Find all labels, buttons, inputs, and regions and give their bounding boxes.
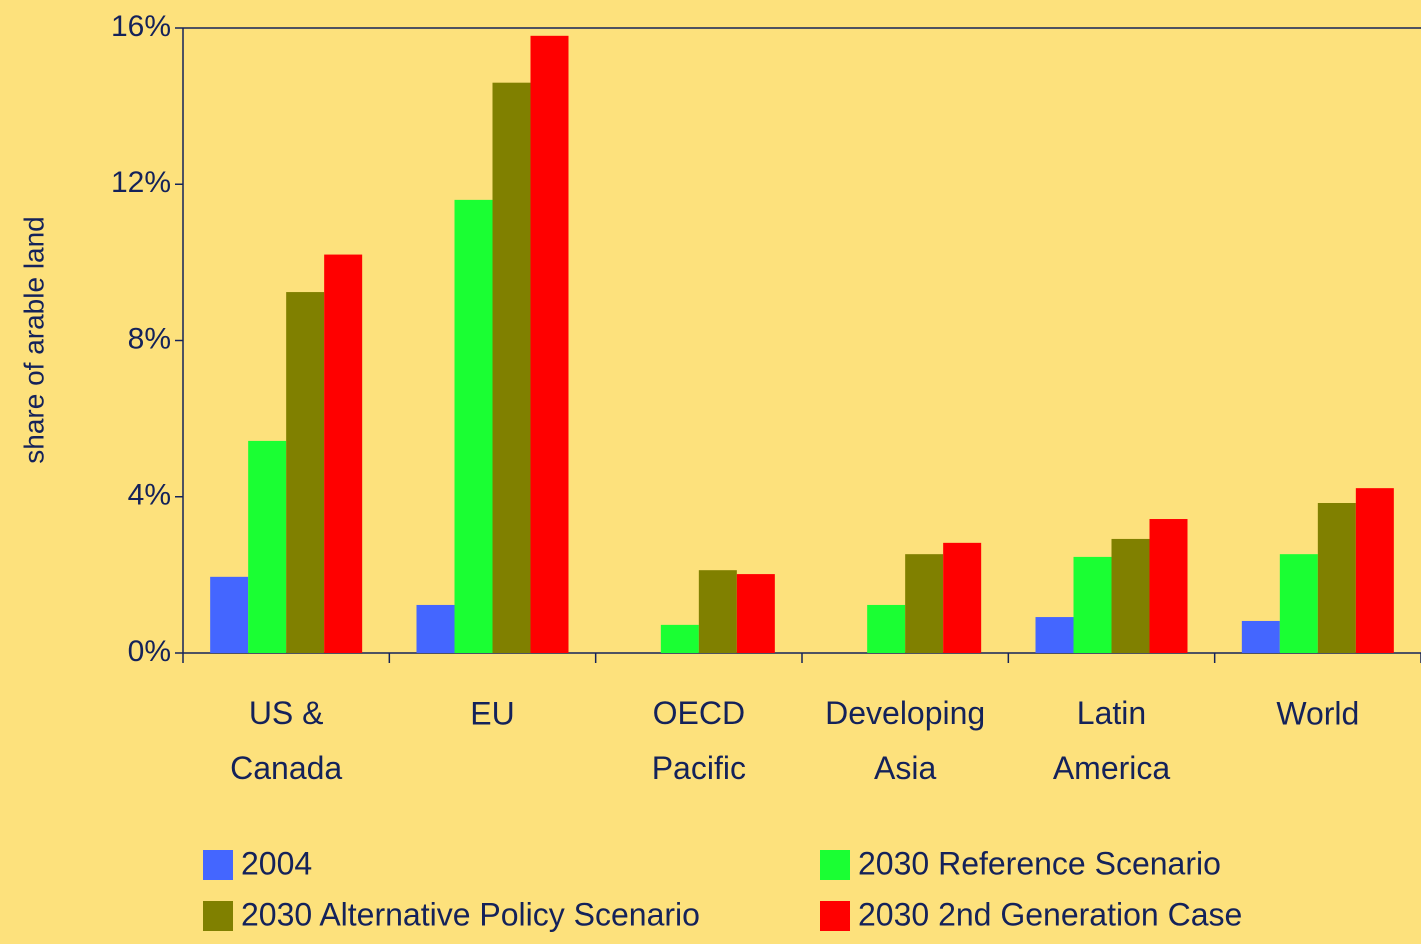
legend-label: 2030 Alternative Policy Scenario	[241, 896, 700, 932]
y-tick-label: 8%	[128, 322, 171, 355]
bar	[1355, 488, 1394, 653]
legend-swatch	[820, 850, 850, 880]
legend-label: 2004	[241, 845, 312, 881]
bar	[1073, 556, 1112, 653]
x-tick-label: Latin America	[1053, 695, 1171, 786]
bar	[943, 542, 982, 653]
bar	[660, 624, 699, 653]
y-tick-label: 4%	[128, 479, 171, 512]
bar	[416, 604, 455, 653]
x-tick-label: US & Canada	[230, 695, 342, 786]
bar	[698, 570, 737, 653]
y-tick-label: 16%	[111, 10, 171, 43]
x-tick-label: EU	[470, 695, 514, 731]
bar	[492, 82, 531, 653]
y-tick-label: 12%	[111, 166, 171, 199]
bar	[248, 440, 287, 653]
legend-swatch	[203, 901, 233, 931]
bar	[905, 554, 944, 653]
bar	[1241, 620, 1280, 653]
y-tick-label: 0%	[128, 635, 171, 668]
y-axis-label: share of arable land	[18, 216, 49, 464]
legend-swatch	[820, 901, 850, 931]
bar	[867, 604, 906, 653]
bar	[1111, 538, 1150, 653]
x-tick-label: OECD Pacific	[652, 695, 746, 786]
bar	[530, 35, 569, 653]
bar	[1279, 554, 1318, 653]
bar	[1149, 519, 1188, 653]
bar	[286, 292, 325, 653]
legend-label: 2030 Reference Scenario	[858, 845, 1221, 881]
bar	[1035, 617, 1074, 653]
bar	[1317, 503, 1356, 653]
bar	[454, 199, 493, 653]
x-tick-label: Developing Asia	[825, 695, 985, 786]
legend-label: 2030 2nd Generation Case	[858, 896, 1242, 932]
bar	[736, 574, 775, 653]
x-tick-label: World	[1276, 695, 1359, 731]
legend-swatch	[203, 850, 233, 880]
bar	[324, 254, 363, 653]
bar	[210, 576, 249, 653]
